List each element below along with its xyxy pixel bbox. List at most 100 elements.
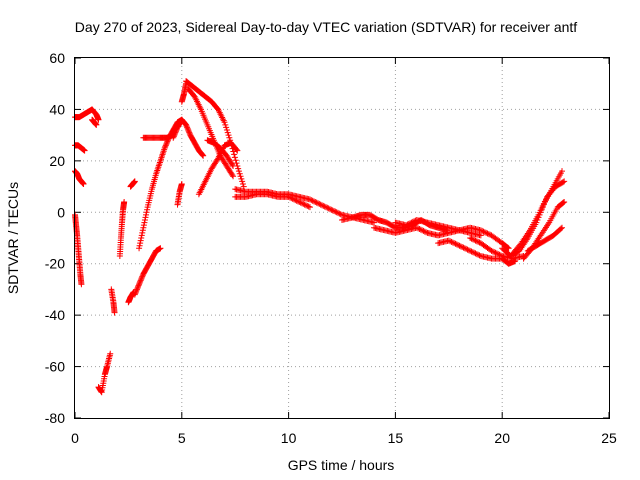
data-point	[141, 219, 148, 226]
data-point	[481, 229, 488, 236]
data-point	[141, 217, 148, 223]
data-markers	[72, 78, 568, 396]
data-point	[330, 208, 337, 214]
series-arc-v	[232, 191, 313, 211]
data-point	[472, 237, 479, 244]
data-point	[471, 249, 478, 256]
y-tick-label: 20	[49, 153, 65, 169]
data-point	[488, 247, 495, 254]
data-point	[304, 202, 311, 209]
data-point	[302, 202, 309, 209]
data-point	[93, 121, 100, 128]
data-point	[408, 219, 415, 226]
series-arc-d	[72, 106, 102, 123]
data-point	[480, 228, 487, 235]
data-point	[314, 200, 321, 207]
data-point	[493, 250, 500, 257]
data-point	[561, 199, 568, 205]
data-point	[95, 116, 102, 123]
data-point	[185, 128, 192, 135]
x-tick-label: 0	[71, 430, 79, 446]
data-point	[473, 251, 480, 258]
chart-title: Day 270 of 2023, Sidereal Day-to-day VTE…	[75, 19, 578, 35]
data-point	[451, 240, 458, 247]
data-point	[449, 239, 456, 246]
data-point	[557, 225, 564, 232]
data-point	[233, 160, 240, 167]
series-arc-ac	[509, 178, 568, 257]
data-point	[139, 229, 146, 236]
data-point	[333, 209, 340, 216]
data-point	[461, 245, 468, 252]
series-arc-k	[131, 245, 164, 298]
data-point	[320, 202, 327, 209]
data-point	[483, 229, 490, 236]
data-point	[468, 235, 475, 242]
data-point	[289, 195, 296, 202]
data-point	[173, 127, 180, 133]
data-point	[133, 287, 140, 294]
data-point	[334, 209, 341, 216]
x-axis-label: GPS time / hours	[288, 457, 395, 473]
data-point	[232, 157, 239, 164]
data-point	[134, 285, 141, 292]
data-point	[504, 244, 511, 251]
data-point	[324, 204, 331, 211]
data-point	[107, 350, 114, 357]
data-point	[404, 221, 411, 228]
data-point	[560, 199, 567, 206]
data-point	[329, 207, 336, 214]
data-point	[199, 152, 206, 159]
data-point	[306, 204, 313, 211]
data-point	[505, 245, 512, 252]
data-point	[172, 128, 179, 135]
data-point	[170, 134, 177, 141]
y-tick-label: 60	[49, 50, 65, 66]
data-point	[308, 197, 315, 204]
data-point	[178, 181, 185, 187]
data-point	[131, 291, 138, 298]
data-point	[157, 245, 164, 252]
data-point	[423, 229, 430, 236]
series-arc-o	[174, 181, 185, 208]
data-point	[407, 220, 414, 227]
y-tick-label: -40	[45, 307, 65, 323]
data-point	[332, 208, 339, 215]
data-point	[460, 244, 467, 251]
series-arc-g	[108, 286, 118, 316]
data-point	[162, 142, 169, 149]
data-point	[239, 178, 246, 185]
data-point	[415, 225, 422, 232]
data-point	[497, 252, 504, 259]
data-point	[183, 123, 190, 130]
data-point	[81, 147, 88, 154]
data-point	[452, 240, 459, 247]
data-point	[170, 133, 177, 140]
data-point	[561, 178, 568, 185]
data-point	[144, 206, 151, 213]
data-point	[448, 238, 455, 245]
series-arc-f	[95, 350, 114, 396]
series-arc-q	[183, 78, 247, 190]
data-point	[240, 183, 247, 190]
data-point	[471, 236, 478, 243]
data-point	[296, 199, 303, 205]
data-point	[290, 196, 297, 203]
data-point	[226, 134, 233, 141]
data-point	[316, 200, 323, 207]
data-point	[235, 165, 242, 172]
data-point	[313, 199, 320, 206]
data-point	[294, 198, 301, 205]
data-point	[492, 249, 499, 256]
data-point	[297, 199, 304, 206]
data-point	[183, 121, 190, 128]
data-point	[237, 173, 244, 180]
data-point	[371, 219, 378, 226]
data-point	[138, 232, 145, 239]
y-tick-label: 0	[57, 204, 65, 220]
series-arc-ae	[524, 224, 566, 254]
data-point	[224, 129, 231, 136]
data-point	[456, 242, 463, 249]
data-point	[560, 179, 567, 186]
